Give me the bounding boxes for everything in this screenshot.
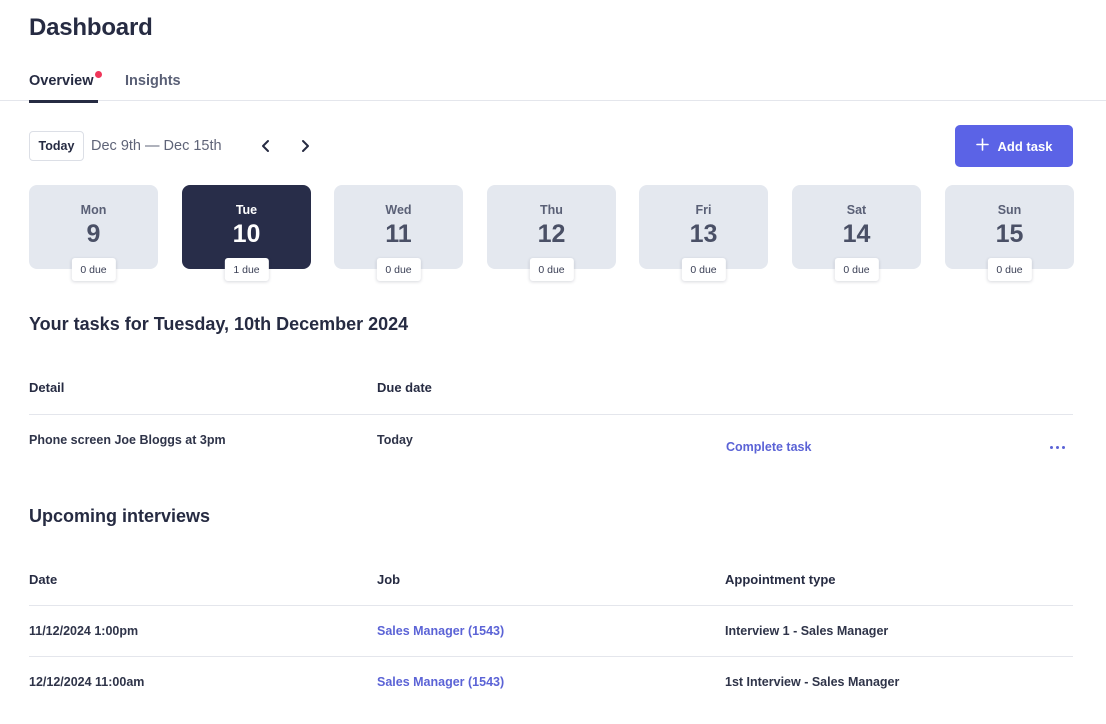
day-name: Mon [80, 203, 107, 217]
column-header-due-date: Due date [377, 380, 432, 395]
divider [29, 414, 1073, 415]
due-badge: 0 due [834, 258, 879, 281]
task-due: Today [377, 433, 413, 447]
day-name: Thu [540, 203, 563, 217]
appointment-type: Interview 1 - Sales Manager [725, 624, 889, 638]
day-name: Sat [846, 203, 867, 217]
day-name: Fri [695, 203, 712, 217]
day-number: 10 [232, 220, 261, 248]
chevron-right-icon[interactable] [296, 137, 314, 155]
day-number: 13 [689, 220, 718, 248]
day-number: 14 [842, 220, 871, 248]
day-number: 11 [385, 220, 412, 248]
day-name: Tue [235, 203, 258, 217]
more-horizontal-icon[interactable] [1046, 438, 1068, 456]
day-card-wed[interactable]: Wed 11 0 due [334, 185, 463, 281]
interviews-section-title: Upcoming interviews [29, 506, 211, 526]
day-card-mon[interactable]: Mon 9 0 due [29, 185, 158, 281]
tab-insights[interactable]: Insights [125, 73, 181, 89]
due-badge: 0 due [529, 258, 574, 281]
day-name: Wed [385, 203, 412, 217]
page-title: Dashboard [29, 14, 153, 41]
due-badge: 0 due [376, 258, 421, 281]
column-header-appointment-type: Appointment type [725, 572, 836, 587]
day-card-fri[interactable]: Fri 13 0 due [639, 185, 768, 281]
due-badge: 0 due [71, 258, 116, 281]
day-number: 15 [995, 220, 1024, 248]
day-number: 12 [537, 220, 566, 248]
interview-date: 11/12/2024 1:00pm [29, 624, 139, 638]
job-link[interactable]: Sales Manager (1543) [377, 675, 505, 689]
notification-dot [94, 71, 102, 78]
job-link[interactable]: Sales Manager (1543) [377, 624, 505, 638]
add-task-button[interactable]: Add task [955, 125, 1073, 167]
tab-overview[interactable]: Overview [29, 71, 102, 103]
due-badge: 0 due [987, 258, 1032, 281]
appointment-type: 1st Interview - Sales Manager [725, 675, 900, 689]
tasks-section-title: Your tasks for Tuesday, 10th December 20… [29, 314, 409, 334]
tab-bar: Overview Insights [0, 64, 1106, 103]
complete-task-link[interactable]: Complete task [726, 440, 812, 454]
day-card-thu[interactable]: Thu 12 0 due [487, 185, 616, 281]
day-name: Sun [997, 203, 1022, 217]
due-badge: 1 due [224, 258, 269, 281]
today-button[interactable]: Today [29, 131, 84, 161]
day-card-sun[interactable]: Sun 15 0 due [945, 185, 1074, 281]
add-task-label: Add task [997, 138, 1053, 154]
chevron-left-icon[interactable] [257, 137, 275, 155]
due-badge: 0 due [681, 258, 726, 281]
tab-insights-label: Insights [125, 73, 181, 89]
divider [29, 656, 1073, 657]
divider [29, 605, 1073, 606]
day-card-tue[interactable]: Tue 10 1 due [182, 185, 311, 281]
column-header-job: Job [377, 572, 401, 587]
column-header-detail: Detail [29, 380, 65, 395]
interview-date: 12/12/2024 11:00am [29, 675, 145, 689]
task-detail: Phone screen Joe Bloggs at 3pm [29, 433, 226, 447]
tab-overview-label: Overview [29, 73, 94, 89]
date-range-label: Dec 9th — Dec 15th [91, 138, 222, 154]
column-header-date: Date [29, 572, 58, 587]
day-number: 9 [86, 220, 101, 248]
plus-icon [975, 138, 989, 154]
day-card-sat[interactable]: Sat 14 0 due [792, 185, 921, 281]
